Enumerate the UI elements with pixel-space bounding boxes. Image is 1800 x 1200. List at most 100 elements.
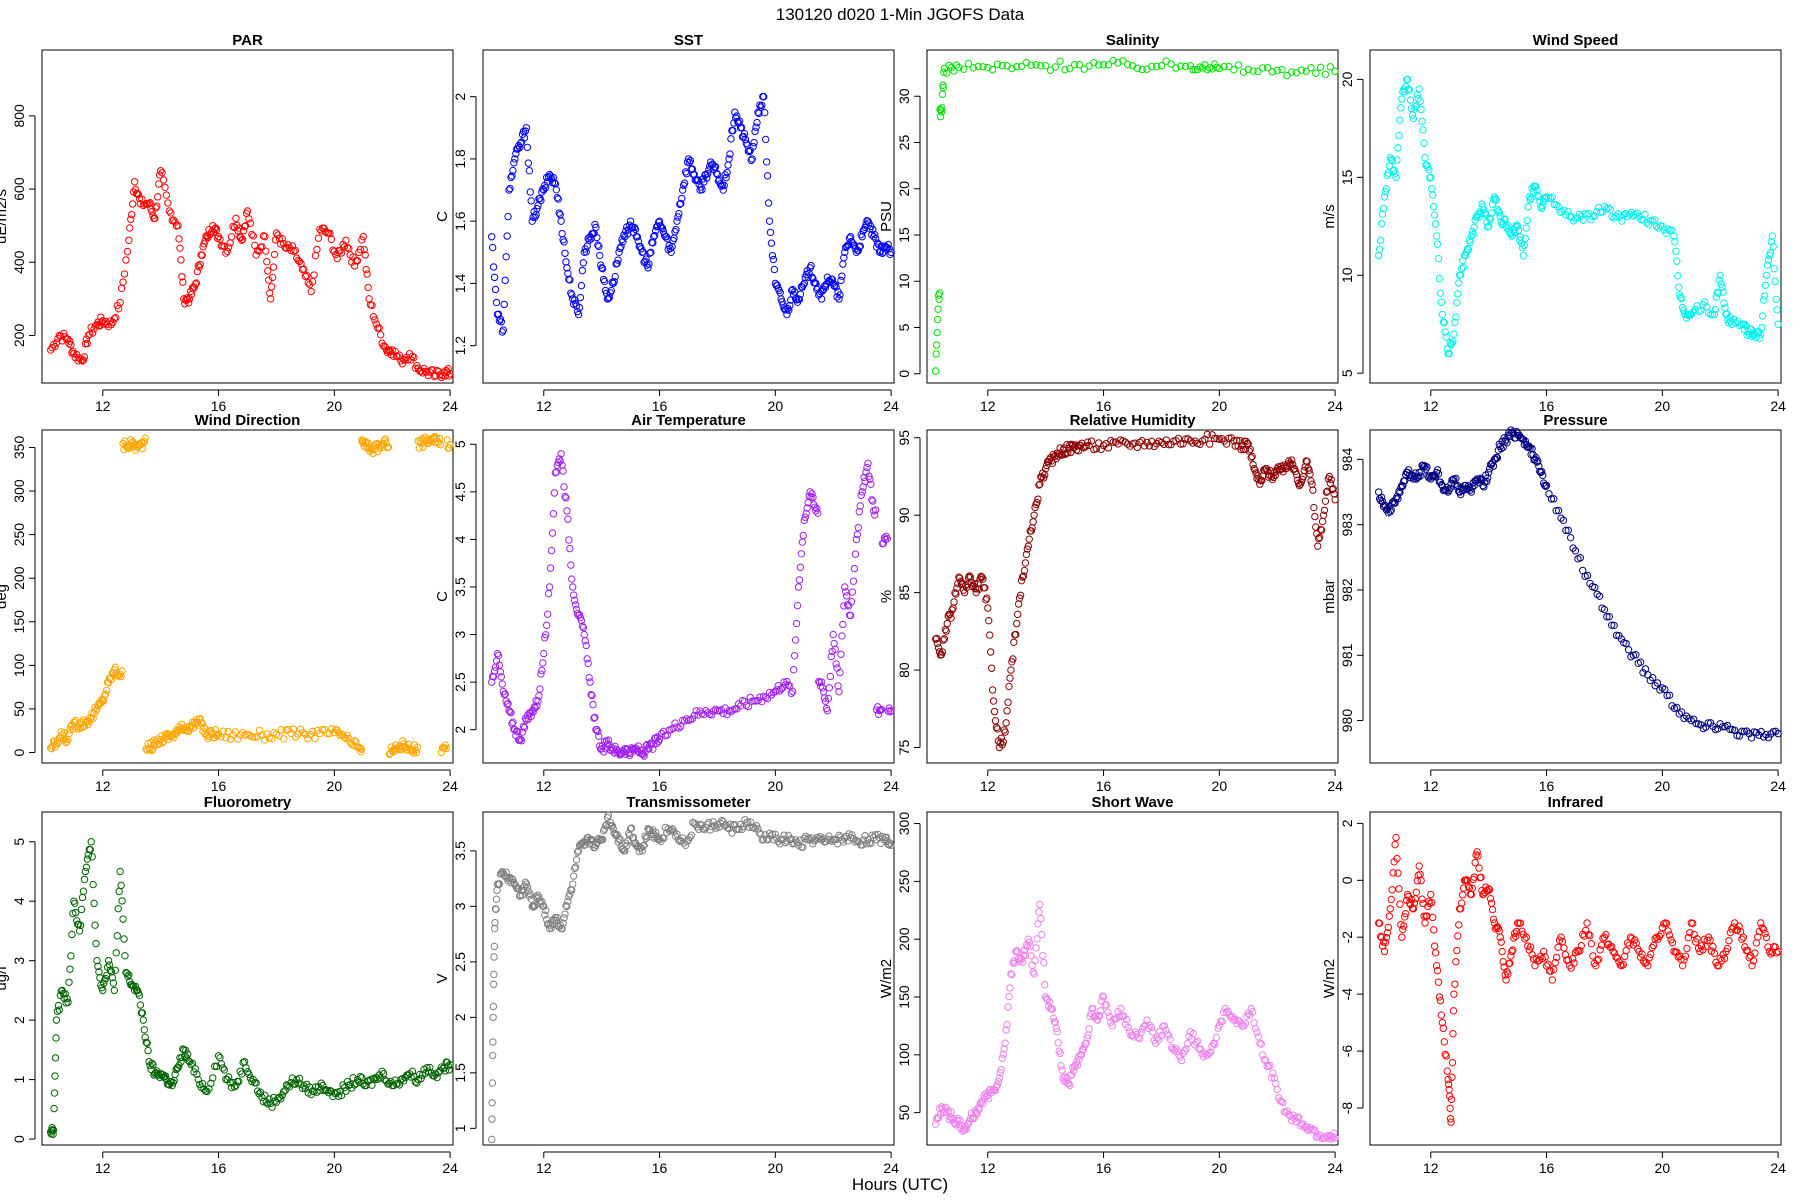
data-point [110,314,119,323]
data-point [222,734,230,742]
data-point [829,630,837,639]
data-point [504,212,512,221]
data-point [1273,1085,1281,1094]
data-point [1505,428,1513,437]
data-point [227,1083,236,1092]
data-point [290,247,298,255]
data-point [814,509,822,517]
data-point [863,463,871,472]
data-point [761,108,769,117]
data-point [1427,173,1435,182]
data-point [158,738,167,747]
x-tick-label: 20 [1655,398,1671,414]
data-point [1082,442,1090,450]
plot-frame [482,429,895,764]
data-point [108,973,117,982]
data-point [1416,97,1424,106]
data-point [1208,431,1216,439]
data-point [1186,437,1195,445]
y-tick-label: 5 [452,440,468,448]
data-point [149,745,157,753]
data-point [503,700,511,708]
data-point [1196,1045,1205,1053]
data-point [649,745,657,753]
data-point [1409,905,1418,913]
data-point [782,306,790,314]
data-point [226,239,234,247]
data-point [1145,442,1154,450]
data-point [1471,858,1479,867]
data-point [798,538,807,546]
data-point [1603,613,1611,621]
data-point [1417,876,1425,885]
data-point [1710,310,1719,319]
data-point [1423,463,1431,471]
data-point [243,207,252,215]
plot-frame [1369,49,1782,384]
data-point [1277,1097,1286,1106]
data-point [1115,1012,1124,1020]
data-point [441,372,449,380]
data-point [1538,467,1546,476]
data-point [51,1072,59,1080]
data-point [617,243,625,251]
data-point [395,1081,404,1089]
data-point [995,1074,1004,1082]
data-point [1443,345,1451,353]
data-point [1446,484,1454,493]
data-point [966,573,975,581]
data-point [1474,852,1482,860]
data-point [843,242,851,251]
data-point [1111,438,1120,446]
data-point [1717,280,1725,288]
data-point [554,195,562,203]
data-point [1396,488,1404,497]
y-axis-label: ug/l [0,966,10,990]
data-point [1745,729,1753,738]
data-point [1477,873,1485,882]
data-point [1164,1031,1173,1040]
panel-title: Salinity [1106,32,1160,49]
data-point [679,186,687,194]
y-tick-label: 983 [1339,513,1355,537]
data-point [1258,476,1266,485]
data-point [100,979,108,987]
data-point [550,489,559,497]
data-point [1394,869,1402,877]
data-point [1036,480,1044,488]
data-point [1507,952,1515,960]
data-point [92,939,100,948]
data-point [55,1006,64,1014]
data-point [1087,437,1096,445]
data-point [1040,958,1048,967]
data-point [505,706,513,715]
data-point [1160,440,1168,448]
data-point [1620,211,1628,219]
data-point [444,1062,452,1070]
data-point [715,707,724,715]
data-point [112,949,120,957]
data-point [490,942,499,951]
data-point [1721,304,1729,312]
data-point [678,194,686,203]
data-point [1738,727,1746,736]
data-point [1438,310,1447,319]
data-point [771,830,780,839]
data-point [1025,535,1033,543]
data-point [1542,481,1551,490]
data-point [571,863,580,871]
data-point [765,217,774,225]
data-point [226,735,235,743]
data-point [955,573,963,581]
data-point [848,588,857,596]
data-point [542,906,550,914]
data-point [1311,512,1319,521]
data-point [1736,927,1745,936]
data-point [1714,289,1722,297]
data-point [308,278,317,286]
data-point [996,1069,1005,1077]
data-point [1259,1051,1267,1059]
data-point [1493,454,1502,462]
data-point [1764,733,1773,742]
